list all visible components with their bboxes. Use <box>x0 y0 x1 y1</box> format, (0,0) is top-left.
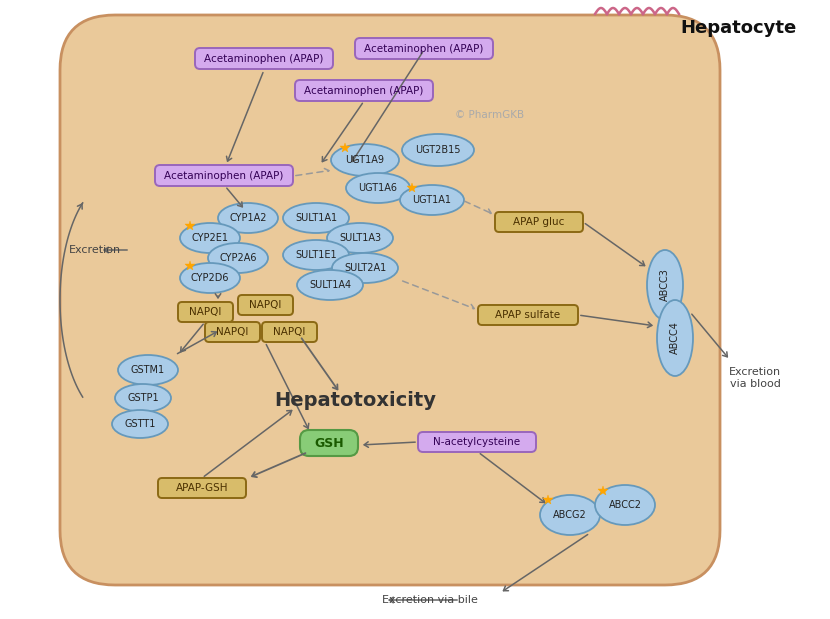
Text: SULT1A4: SULT1A4 <box>309 280 351 290</box>
Text: ABCC3: ABCC3 <box>660 269 670 301</box>
FancyBboxPatch shape <box>158 478 246 498</box>
FancyBboxPatch shape <box>418 432 536 452</box>
Ellipse shape <box>218 203 278 233</box>
Text: ABCC4: ABCC4 <box>670 321 680 355</box>
Ellipse shape <box>332 253 398 283</box>
Ellipse shape <box>657 300 693 376</box>
Text: SULT1A1: SULT1A1 <box>295 213 337 223</box>
Text: UGT1A6: UGT1A6 <box>359 183 398 193</box>
Text: CYP2A6: CYP2A6 <box>219 253 256 263</box>
Text: NAPQI: NAPQI <box>217 327 249 337</box>
Ellipse shape <box>400 185 464 215</box>
Text: Hepatotoxicity: Hepatotoxicity <box>274 391 436 410</box>
Text: Acetaminophen (APAP): Acetaminophen (APAP) <box>164 170 284 181</box>
Ellipse shape <box>180 263 240 293</box>
FancyBboxPatch shape <box>495 212 583 232</box>
FancyBboxPatch shape <box>295 80 433 101</box>
FancyBboxPatch shape <box>355 38 493 59</box>
Text: ABCC2: ABCC2 <box>608 500 642 510</box>
FancyBboxPatch shape <box>178 302 233 322</box>
Ellipse shape <box>283 240 349 270</box>
Text: UGT1A1: UGT1A1 <box>413 195 452 205</box>
Text: APAP sulfate: APAP sulfate <box>496 310 560 320</box>
Text: APAP gluc: APAP gluc <box>513 217 564 227</box>
Ellipse shape <box>283 203 349 233</box>
Text: UGT1A9: UGT1A9 <box>345 155 384 165</box>
Ellipse shape <box>647 250 683 320</box>
FancyBboxPatch shape <box>478 305 578 325</box>
Text: NAPQI: NAPQI <box>189 307 222 317</box>
Ellipse shape <box>346 173 410 203</box>
FancyBboxPatch shape <box>300 430 358 456</box>
Text: CYP2D6: CYP2D6 <box>191 273 229 283</box>
Text: Acetaminophen (APAP): Acetaminophen (APAP) <box>364 43 484 53</box>
Ellipse shape <box>115 384 171 412</box>
Text: APAP-GSH: APAP-GSH <box>176 483 228 493</box>
Text: GSTT1: GSTT1 <box>124 419 156 429</box>
Text: Hepatocyte: Hepatocyte <box>680 19 796 37</box>
Text: Excretion via bile: Excretion via bile <box>382 595 478 605</box>
FancyBboxPatch shape <box>155 165 293 186</box>
Ellipse shape <box>402 134 474 166</box>
Text: Acetaminophen (APAP): Acetaminophen (APAP) <box>204 53 324 64</box>
Text: CYP1A2: CYP1A2 <box>229 213 266 223</box>
Text: CYP2E1: CYP2E1 <box>192 233 228 243</box>
Text: Excretion: Excretion <box>69 245 121 255</box>
Text: GSTM1: GSTM1 <box>131 365 165 375</box>
Ellipse shape <box>327 223 393 253</box>
Ellipse shape <box>297 270 363 300</box>
Text: Excretion
via blood: Excretion via blood <box>729 367 781 389</box>
FancyBboxPatch shape <box>60 15 720 585</box>
Ellipse shape <box>112 410 168 438</box>
Text: Acetaminophen (APAP): Acetaminophen (APAP) <box>305 85 423 95</box>
FancyBboxPatch shape <box>205 322 260 342</box>
Text: GSTP1: GSTP1 <box>127 393 159 403</box>
Ellipse shape <box>118 355 178 385</box>
Text: SULT1E1: SULT1E1 <box>295 250 337 260</box>
Text: N-acetylcysteine: N-acetylcysteine <box>433 437 520 447</box>
Ellipse shape <box>540 495 600 535</box>
Text: ABCG2: ABCG2 <box>553 510 587 520</box>
Ellipse shape <box>208 243 268 273</box>
FancyBboxPatch shape <box>262 322 317 342</box>
Text: GSH: GSH <box>315 436 344 449</box>
FancyBboxPatch shape <box>195 48 333 69</box>
FancyBboxPatch shape <box>238 295 293 315</box>
Text: UGT2B15: UGT2B15 <box>415 145 461 155</box>
Text: NAPQI: NAPQI <box>249 300 281 310</box>
Text: NAPQI: NAPQI <box>273 327 305 337</box>
Text: SULT2A1: SULT2A1 <box>344 263 386 273</box>
Ellipse shape <box>180 223 240 253</box>
Ellipse shape <box>595 485 655 525</box>
Text: SULT1A3: SULT1A3 <box>339 233 381 243</box>
Ellipse shape <box>331 144 399 176</box>
Text: © PharmGKB: © PharmGKB <box>456 110 525 120</box>
